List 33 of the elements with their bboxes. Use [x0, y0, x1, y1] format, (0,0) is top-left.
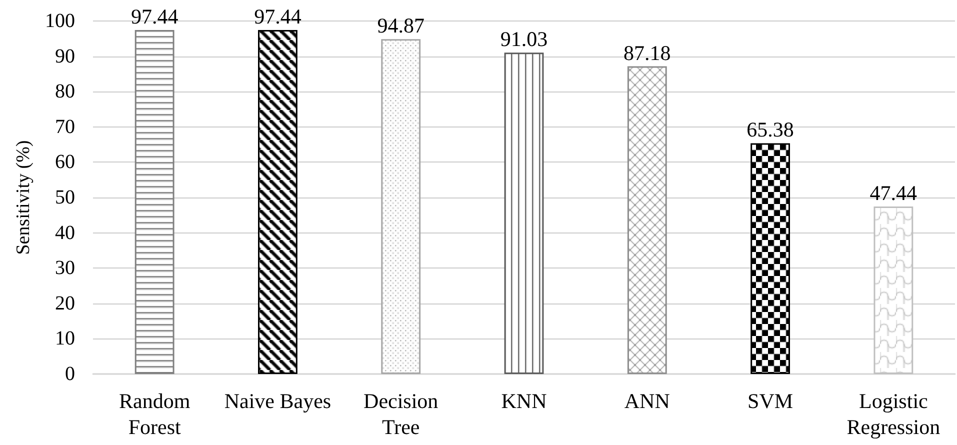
x-tick-label: KNN — [501, 389, 547, 413]
data-label: 47.44 — [870, 181, 918, 206]
bar — [381, 39, 421, 374]
x-tick-label: ANN — [624, 389, 670, 413]
y-tick-label: 60 — [55, 151, 75, 174]
x-tick-label: Decision Tree — [364, 389, 439, 439]
x-tick-label: Random Forest — [118, 389, 190, 439]
bar — [504, 52, 544, 374]
y-tick-label: 50 — [55, 186, 75, 208]
bar — [750, 143, 790, 374]
y-tick-label: 0 — [65, 363, 75, 385]
y-tick-label: 70 — [55, 116, 75, 138]
x-tick-label: Logistic Regression — [846, 389, 941, 439]
y-tick-label: 10 — [55, 328, 75, 350]
x-tick-label: SVM — [748, 389, 794, 413]
data-label: 97.44 — [130, 4, 179, 29]
y-axis-title: Sensitivity (%) — [13, 140, 34, 255]
y-tick-label: 20 — [55, 292, 75, 314]
y-tick-label: 30 — [55, 257, 75, 280]
x-tick-label: Naive Bayes — [224, 389, 332, 413]
data-label: 91.03 — [500, 27, 548, 52]
y-tick-label: 100 — [45, 10, 75, 32]
bar — [627, 66, 667, 374]
y-tick-label: 90 — [55, 45, 75, 68]
bar — [258, 30, 298, 374]
y-tick-label: 80 — [55, 80, 75, 103]
data-label: 65.38 — [746, 118, 794, 142]
data-label: 97.44 — [254, 4, 302, 29]
bar — [134, 30, 174, 374]
bar — [874, 206, 914, 374]
data-label: 94.87 — [377, 14, 424, 38]
y-tick-label: 40 — [55, 222, 75, 244]
data-label: 87.18 — [624, 40, 671, 65]
